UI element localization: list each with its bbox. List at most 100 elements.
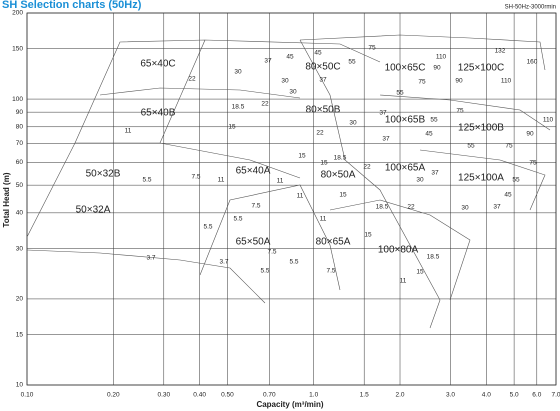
power-label: 75 — [505, 143, 513, 150]
power-label: 55 — [467, 143, 475, 150]
x-tick-label: 4.0 — [482, 392, 491, 399]
model-label: 100×65C — [385, 63, 426, 74]
power-label: 30 — [461, 205, 469, 212]
power-label: 55 — [348, 59, 356, 66]
model-label: 125×100C — [458, 63, 504, 74]
power-label: 75 — [529, 160, 537, 167]
power-label: 75 — [418, 79, 426, 86]
x-tick-label: 0.20 — [107, 392, 120, 399]
x-tick-label: 0.10 — [21, 392, 34, 399]
power-label: 22 — [363, 164, 371, 171]
region-outline — [419, 149, 546, 211]
y-tick-label: 60 — [16, 159, 24, 166]
region-outline — [26, 249, 266, 304]
region-outline — [379, 94, 551, 131]
power-label: 5.5 — [233, 216, 242, 223]
power-label: 45 — [286, 54, 294, 61]
power-label: 30 — [281, 78, 289, 85]
power-label: 11 — [125, 128, 132, 135]
power-label: 7.5 — [267, 249, 276, 256]
power-label: 11 — [320, 216, 327, 223]
power-label: 15 — [364, 232, 372, 239]
power-label: 45 — [504, 192, 512, 199]
power-label: 11 — [277, 178, 284, 185]
power-label: 3.7 — [219, 259, 228, 266]
power-label: 37 — [319, 77, 327, 84]
power-label: 3.7 — [146, 255, 155, 262]
power-label: 90 — [455, 78, 463, 85]
model-label: 100×65B — [385, 115, 426, 126]
power-label: 22 — [407, 204, 415, 211]
power-label: 37 — [493, 204, 501, 211]
power-label: 18.5 — [427, 254, 440, 261]
power-label: 160 — [527, 59, 538, 66]
region-outline — [159, 39, 206, 144]
model-label: 50×32A — [76, 205, 111, 216]
power-label: 5.5 — [260, 268, 269, 275]
power-label: 5.5 — [203, 224, 212, 231]
power-label: 15 — [416, 269, 424, 276]
power-label: 75 — [368, 45, 376, 52]
y-tick-label: 150 — [12, 45, 23, 52]
chart-title: SH Selection charts (50Hz) — [2, 0, 142, 11]
power-label: 18.5 — [232, 104, 245, 111]
power-label: 37 — [379, 110, 387, 117]
x-tick-label: 0.30 — [157, 392, 170, 399]
y-tick-label: 40 — [16, 210, 24, 217]
y-tick-label: 50 — [16, 182, 24, 189]
power-label: 75 — [456, 108, 464, 115]
y-tick-label: 100 — [12, 96, 23, 103]
model-label: 100×80A — [378, 245, 419, 256]
region-outline — [26, 142, 301, 238]
power-label: 15 — [298, 153, 306, 160]
power-label: 18.5 — [376, 204, 389, 211]
y-tick-label: 80 — [16, 124, 24, 131]
model-label: 80×50B — [306, 105, 341, 116]
region-outlines — [26, 34, 551, 329]
region-outline — [299, 34, 546, 71]
y-tick-label: 20 — [16, 296, 24, 303]
power-label: 30 — [349, 120, 357, 127]
power-label: 11 — [400, 278, 407, 285]
power-label: 55 — [396, 90, 404, 97]
power-label: 22 — [316, 130, 324, 137]
power-label: 45 — [425, 131, 433, 138]
model-label: 80×50A — [321, 170, 356, 181]
model-label: 100×65A — [385, 163, 426, 174]
chart-subtitle: SH-50Hz-3000rmin — [505, 5, 556, 11]
power-label: 15 — [228, 124, 236, 131]
power-label: 22 — [261, 101, 269, 108]
x-tick-label: 3.0 — [446, 392, 455, 399]
x-tick-label: 7.0 — [551, 392, 560, 399]
region-outline — [329, 199, 471, 301]
power-label: 30 — [289, 89, 297, 96]
x-tick-label: 1.5 — [360, 392, 369, 399]
model-label: 65×40B — [141, 108, 176, 119]
power-label: 22 — [188, 76, 196, 83]
power-label: 45 — [314, 50, 322, 57]
model-label: 65×40C — [140, 59, 175, 70]
region-outline — [99, 87, 301, 99]
model-label: 125×100B — [458, 123, 504, 134]
model-label: 50×32B — [86, 169, 121, 180]
power-label: 7.5 — [251, 203, 260, 210]
power-label: 15 — [320, 160, 328, 167]
power-label: 5.5 — [289, 259, 298, 266]
power-label: 90 — [526, 131, 534, 138]
region-outline — [199, 184, 341, 291]
power-label: 7.5 — [326, 268, 335, 275]
x-tick-label: 1.0 — [309, 392, 318, 399]
power-label: 55 — [512, 177, 520, 184]
power-label: 110 — [436, 54, 447, 61]
power-label: 5.5 — [142, 177, 151, 184]
y-axis-label: Total Head (m) — [2, 172, 11, 227]
power-label: 11 — [218, 177, 225, 184]
power-label: 132 — [495, 48, 506, 55]
y-tick-label: 10 — [16, 382, 24, 389]
power-label: 37 — [382, 136, 390, 143]
power-label: 110 — [543, 117, 554, 124]
y-tick-label: 70 — [16, 140, 24, 147]
x-tick-label: 0.40 — [193, 392, 206, 399]
x-tick-label: 0.70 — [263, 392, 276, 399]
